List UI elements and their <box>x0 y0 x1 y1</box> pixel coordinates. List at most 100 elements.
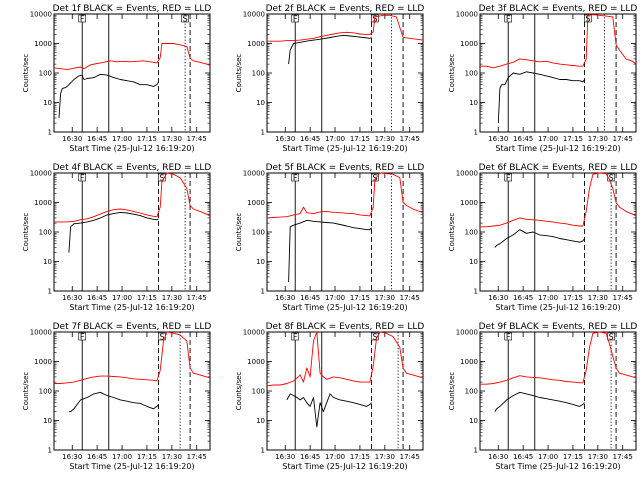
x-axis-label: Start Time (25-Jul-12 16:19:20) <box>282 462 407 471</box>
lld-series-line <box>54 331 211 384</box>
panel-title: Det 7f BLACK = Events, RED = LLD <box>53 322 212 332</box>
panel-title: Det 3f BLACK = Events, RED = LLD <box>479 4 638 14</box>
x-tick-label: 17:45 <box>400 453 420 461</box>
marker-label: F <box>506 173 511 182</box>
x-tick-label: 17:00 <box>112 453 132 461</box>
marker-label: S <box>609 173 614 182</box>
x-tick-label: 17:15 <box>350 453 370 461</box>
marker-box <box>291 332 300 341</box>
y-tick-label: 10000 <box>30 329 52 337</box>
x-axis-label: Start Time (25-Jul-12 16:19:20) <box>69 303 194 312</box>
x-axis-label: Start Time (25-Jul-12 16:19:20) <box>495 303 620 312</box>
y-axis-label: Counts/sec <box>22 372 30 411</box>
y-tick-label: 10000 <box>456 329 478 337</box>
y-tick-label: 100 <box>39 388 52 396</box>
y-tick-label: 100 <box>39 229 52 237</box>
x-tick-label: 17:30 <box>588 294 608 302</box>
y-tick-label: 1 <box>261 447 265 455</box>
x-tick-label: 16:45 <box>513 453 533 461</box>
x-tick-label: 17:15 <box>350 135 370 143</box>
y-tick-label: 1 <box>474 129 478 137</box>
panel-frame <box>53 331 211 451</box>
y-tick-label: 100 <box>252 388 265 396</box>
x-tick-label: 17:00 <box>112 294 132 302</box>
y-tick-label: 10 <box>469 99 478 107</box>
y-tick-label: 10 <box>469 417 478 425</box>
x-tick-label: 17:00 <box>325 294 345 302</box>
x-tick-label: 17:15 <box>563 453 583 461</box>
x-tick-label: 16:30 <box>488 294 508 302</box>
marker-box <box>78 173 87 182</box>
y-tick-label: 1 <box>261 288 265 296</box>
marker-label: F <box>293 14 298 23</box>
x-tick-label: 17:00 <box>538 135 558 143</box>
x-tick-label: 17:30 <box>375 135 395 143</box>
marker-label: F <box>293 332 298 341</box>
panel-title: Det 4f BLACK = Events, RED = LLD <box>53 163 212 173</box>
events-series-line <box>497 71 585 124</box>
lld-series-line <box>266 172 424 219</box>
events-series-line <box>288 219 372 283</box>
events-series-line <box>494 229 585 248</box>
marker-label: S <box>159 332 164 341</box>
x-tick-label: 16:45 <box>300 294 320 302</box>
x-tick-label: 17:00 <box>112 135 132 143</box>
panel-title: Det 2f BLACK = Events, RED = LLD <box>266 4 425 14</box>
y-axis-label: Counts/sec <box>448 213 456 252</box>
x-tick-label: 16:30 <box>275 294 295 302</box>
y-tick-label: 10000 <box>456 11 478 19</box>
x-tick-label: 17:30 <box>162 135 182 143</box>
y-tick-label: 10000 <box>30 11 52 19</box>
events-series-line <box>68 391 159 413</box>
x-axis-label: Start Time (25-Jul-12 16:19:20) <box>495 144 620 153</box>
y-tick-label: 10 <box>256 417 265 425</box>
marker-box <box>78 332 87 341</box>
x-tick-label: 17:30 <box>162 294 182 302</box>
x-tick-label: 17:45 <box>400 294 420 302</box>
x-tick-label: 16:45 <box>513 135 533 143</box>
x-axis-label: Start Time (25-Jul-12 16:19:20) <box>69 462 194 471</box>
y-tick-label: 1000 <box>460 358 478 366</box>
y-tick-label: 10000 <box>243 11 265 19</box>
y-tick-label: 1000 <box>460 199 478 207</box>
marker-box <box>607 332 615 341</box>
x-tick-label: 16:45 <box>87 294 107 302</box>
x-tick-label: 16:30 <box>62 453 82 461</box>
x-tick-label: 17:45 <box>187 135 207 143</box>
x-tick-label: 16:30 <box>62 135 82 143</box>
marker-box <box>291 173 300 182</box>
x-tick-label: 17:30 <box>162 453 182 461</box>
marker-label: F <box>506 14 511 23</box>
marker-box <box>181 14 189 23</box>
x-tick-label: 16:45 <box>513 294 533 302</box>
events-series-line <box>58 73 159 118</box>
x-tick-label: 17:15 <box>137 294 157 302</box>
y-tick-label: 1 <box>48 288 52 296</box>
x-tick-label: 17:15 <box>563 294 583 302</box>
y-tick-label: 100 <box>252 229 265 237</box>
lld-series-line <box>480 172 637 228</box>
marker-label: F <box>80 14 85 23</box>
x-tick-label: 17:15 <box>563 135 583 143</box>
x-tick-label: 17:45 <box>613 294 633 302</box>
y-tick-label: 10 <box>256 99 265 107</box>
y-tick-label: 10000 <box>243 170 265 178</box>
marker-box <box>607 173 615 182</box>
marker-label: S <box>609 332 614 341</box>
y-tick-label: 1 <box>474 447 478 455</box>
events-series-line <box>68 211 159 253</box>
y-tick-label: 10 <box>43 99 52 107</box>
x-tick-label: 17:15 <box>137 453 157 461</box>
lld-series-line <box>267 14 424 42</box>
y-tick-label: 10000 <box>456 170 478 178</box>
x-tick-label: 17:30 <box>588 453 608 461</box>
y-tick-label: 1000 <box>34 40 52 48</box>
marker-label: F <box>293 173 298 182</box>
y-tick-label: 100 <box>252 70 265 78</box>
marker-box <box>291 14 300 23</box>
panel-title: Det 9f BLACK = Events, RED = LLD <box>479 322 638 332</box>
panel-frame <box>53 172 211 292</box>
lld-series-line <box>53 43 211 71</box>
panel-frame <box>266 13 424 133</box>
